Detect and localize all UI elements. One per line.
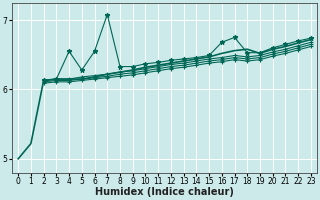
X-axis label: Humidex (Indice chaleur): Humidex (Indice chaleur) — [95, 187, 234, 197]
